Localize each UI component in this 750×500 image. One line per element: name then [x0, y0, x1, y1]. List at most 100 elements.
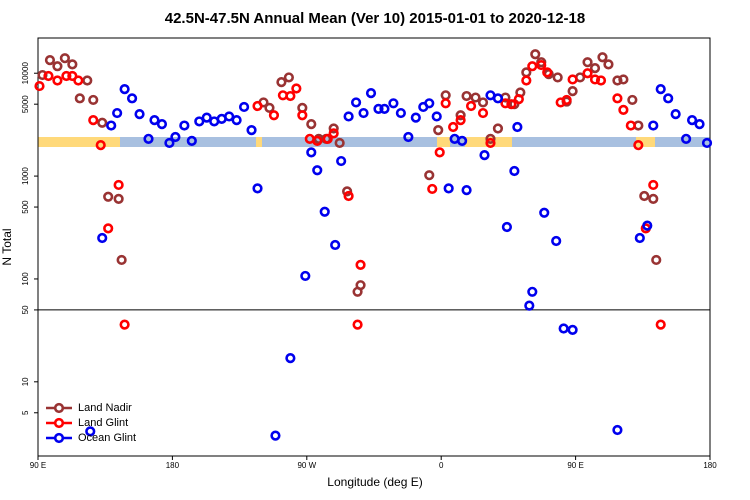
data-point	[648, 179, 659, 191]
data-point	[433, 124, 444, 136]
coverage-band	[38, 137, 710, 147]
data-point	[524, 300, 535, 311]
data-point	[355, 259, 366, 270]
data-point	[670, 109, 681, 120]
data-point	[448, 121, 459, 133]
data-point	[342, 186, 353, 197]
data-point	[492, 93, 504, 104]
data-point	[512, 121, 523, 133]
y-tick-label: 100	[21, 272, 30, 286]
data-point	[477, 97, 489, 108]
data-point	[252, 183, 263, 194]
data-point	[627, 94, 638, 106]
y-axis-label: N Total	[0, 228, 14, 265]
y-tick-label: 50	[21, 305, 30, 314]
data-point	[297, 110, 308, 121]
data-point	[95, 140, 106, 151]
data-point	[492, 123, 504, 134]
data-point	[424, 98, 435, 109]
data-point	[74, 93, 85, 104]
data-point	[612, 424, 623, 436]
data-point	[651, 254, 662, 266]
data-point	[465, 100, 477, 112]
data-point	[97, 232, 108, 244]
x-tick-label: 90 W	[297, 461, 316, 470]
data-point	[618, 104, 629, 115]
data-point	[44, 55, 56, 66]
data-point	[595, 75, 607, 86]
data-point	[73, 75, 84, 86]
data-point	[527, 286, 538, 297]
data-point	[231, 115, 242, 126]
data-point	[319, 206, 330, 217]
chart-title: 42.5N-47.5N Annual Mean (Ver 10) 2015-01…	[165, 10, 585, 27]
y-tick-label: 500	[21, 200, 30, 214]
data-point	[355, 280, 366, 291]
data-point	[694, 119, 705, 130]
data-point	[330, 239, 341, 251]
data-point	[470, 92, 481, 103]
plot-frame	[37, 37, 711, 457]
x-tick-label: 0	[439, 461, 444, 470]
data-point	[434, 147, 445, 158]
data-point	[59, 53, 70, 64]
data-point	[276, 76, 287, 88]
data-point	[567, 324, 578, 335]
legend-label: Land Nadir	[78, 402, 132, 414]
data-point	[194, 116, 205, 127]
data-point	[201, 112, 212, 123]
data-point	[567, 74, 578, 85]
data-point	[561, 94, 572, 106]
data-point	[285, 353, 296, 364]
data-point	[322, 133, 333, 144]
data-point	[530, 49, 541, 60]
data-point	[306, 119, 317, 130]
data-point	[395, 107, 406, 119]
data-point	[67, 59, 78, 70]
data-point	[343, 111, 354, 122]
data-point	[97, 117, 108, 128]
data-point	[179, 120, 190, 131]
data-point	[300, 270, 311, 282]
data-point	[164, 137, 175, 149]
data-point	[618, 74, 629, 85]
data-point	[424, 170, 435, 181]
x-tick-label: 180	[166, 461, 180, 470]
data-point	[440, 98, 451, 109]
data-point	[37, 69, 48, 81]
data-point	[82, 75, 93, 86]
data-point	[457, 135, 468, 146]
data-point	[252, 100, 263, 112]
data-point	[306, 147, 317, 158]
data-point	[513, 94, 524, 105]
data-point	[542, 67, 553, 78]
data-point	[224, 111, 235, 122]
data-point	[106, 120, 117, 131]
y-tick-label: 10	[21, 377, 30, 386]
y-tick-label: 5000	[21, 95, 30, 113]
data-point	[552, 72, 563, 83]
data-point	[500, 98, 511, 109]
data-point	[365, 88, 377, 99]
data-point	[485, 137, 496, 149]
data-point	[506, 99, 517, 110]
data-point	[455, 115, 466, 126]
data-point	[501, 221, 513, 233]
data-point	[134, 109, 145, 120]
data-point	[633, 140, 644, 151]
data-point	[477, 107, 489, 119]
data-point	[582, 68, 593, 79]
data-point	[655, 319, 666, 330]
data-point	[681, 133, 692, 144]
data-point	[343, 190, 354, 202]
data-point	[116, 254, 127, 266]
data-point	[431, 111, 442, 122]
data-point	[634, 232, 645, 244]
x-tick-label: 90 E	[30, 461, 46, 470]
y-tick-label: 10000	[21, 62, 30, 85]
data-point	[655, 84, 666, 95]
data-point	[85, 426, 96, 437]
data-point	[589, 63, 601, 74]
data-point	[625, 120, 636, 131]
